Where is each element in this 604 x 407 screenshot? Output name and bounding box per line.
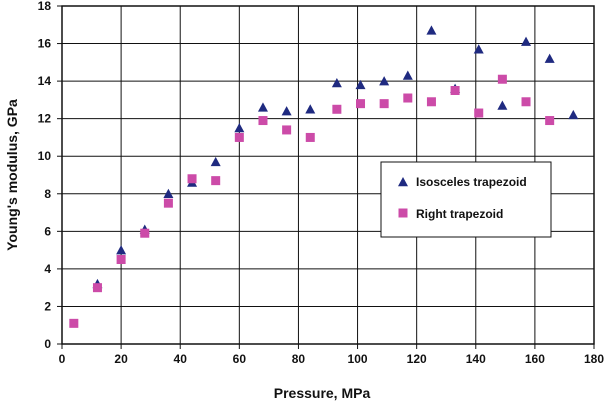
square-point-5 [187, 174, 197, 184]
triangle-point-10 [331, 77, 342, 88]
y-tick-label: 8 [44, 187, 51, 201]
square-point-9 [282, 125, 292, 135]
square-point-16 [450, 86, 460, 95]
y-tick-label: 16 [38, 37, 52, 51]
triangle-point-20 [568, 109, 579, 120]
square-point-17 [474, 108, 484, 118]
square-point-20 [545, 116, 555, 126]
square-point-1 [92, 283, 102, 293]
x-tick-label: 100 [348, 352, 368, 366]
legend: Isosceles trapezoid Right trapezoid [380, 161, 552, 238]
y-tick-label: 14 [38, 74, 52, 88]
y-tick-label: 12 [38, 112, 52, 126]
y-tick-label: 18 [38, 0, 52, 13]
x-tick-label: 0 [59, 352, 66, 366]
series-right-trapezoid [69, 74, 555, 328]
square-point-15 [426, 97, 436, 107]
x-axis-label: Pressure, MPa [274, 385, 371, 401]
triangle-point-18 [521, 36, 532, 46]
square-point-13 [379, 99, 389, 109]
legend-label-right: Right trapezoid [416, 207, 503, 221]
triangle-point-13 [402, 70, 413, 80]
x-tick-label: 20 [114, 352, 128, 366]
y-axis-ticks: 0 2 4 6 8 10 12 14 16 18 [38, 0, 62, 351]
y-tick-label: 0 [44, 337, 51, 351]
y-axis-label: Young's modulus, GPa [4, 99, 20, 251]
triangle-point-6 [234, 123, 245, 133]
triangle-point-5 [210, 156, 221, 167]
y-tick-label: 4 [44, 262, 51, 276]
square-point-8 [258, 116, 268, 126]
x-tick-label: 140 [466, 352, 486, 366]
data-points [69, 25, 579, 328]
legend-markers [398, 177, 408, 218]
x-tick-label: 40 [174, 352, 188, 366]
x-axis-ticks: 0 20 40 60 80 100 120 140 160 180 [59, 344, 604, 366]
square-point-19 [521, 97, 531, 107]
square-point-12 [356, 99, 366, 109]
legend-square-marker [398, 208, 408, 218]
square-point-6 [211, 176, 221, 186]
triangle-point-3 [163, 188, 174, 199]
legend-box [380, 161, 552, 238]
triangle-point-7 [257, 102, 268, 112]
triangle-point-12 [379, 76, 390, 86]
plot-frame [61, 5, 595, 345]
y-tick-label: 2 [44, 299, 51, 313]
triangle-point-9 [305, 104, 316, 114]
square-point-3 [140, 228, 150, 238]
y-tick-label: 6 [44, 224, 51, 238]
y-tick-label: 10 [38, 149, 52, 163]
legend-triangle-marker [398, 177, 408, 187]
x-tick-label: 160 [525, 352, 545, 366]
triangle-point-17 [497, 100, 508, 110]
square-point-11 [332, 104, 342, 114]
x-tick-label: 80 [292, 352, 306, 366]
square-point-10 [305, 132, 315, 142]
triangle-point-16 [473, 44, 484, 54]
square-point-18 [497, 74, 507, 84]
square-point-2 [116, 255, 126, 264]
x-tick-label: 180 [584, 352, 604, 366]
square-point-14 [403, 93, 413, 103]
square-point-4 [163, 198, 173, 208]
square-point-7 [234, 132, 244, 142]
triangle-point-19 [544, 53, 555, 63]
x-tick-label: 120 [407, 352, 427, 366]
square-point-0 [69, 318, 79, 328]
series-isosceles-trapezoid [92, 25, 579, 289]
x-tick-label: 60 [233, 352, 247, 366]
legend-label-isosceles: Isosceles trapezoid [416, 175, 527, 189]
triangle-point-11 [355, 79, 366, 90]
triangle-point-14 [426, 25, 437, 35]
triangle-point-8 [281, 106, 292, 116]
triangle-point-1 [116, 245, 127, 255]
